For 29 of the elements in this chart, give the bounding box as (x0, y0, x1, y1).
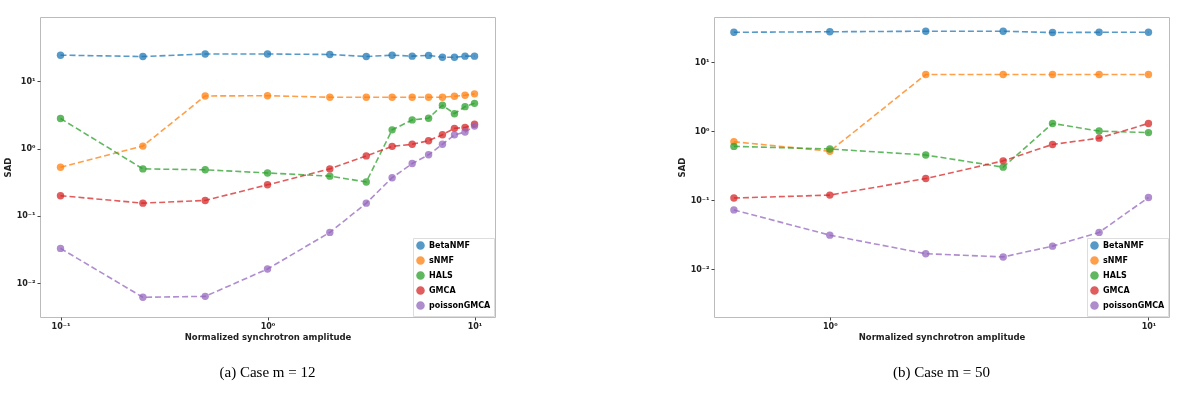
y-tick-label: 10⁰ (20, 144, 36, 154)
legend-label: poissonGMCA (1103, 300, 1166, 310)
y-tick-label: 10⁻² (690, 264, 710, 274)
text: (a) Case m = 12 (219, 363, 316, 381)
text: (b) Case m = 50 (893, 363, 990, 381)
legend-label: HALS (1103, 270, 1127, 280)
x-tick-label: 10⁰ (823, 321, 839, 331)
x-tick-label: 10⁰ (260, 321, 276, 331)
legend-label: GMCA (429, 285, 457, 295)
x-axis-title: Normalized synchrotron amplitude (858, 331, 1026, 342)
y-tick-label: 10¹ (694, 57, 710, 67)
y-tick-label: 10⁻² (16, 278, 36, 288)
y-axis-title: SAD (676, 157, 687, 178)
y-axis-title: SAD (2, 157, 13, 178)
legend-label: sNMF (429, 255, 454, 265)
y-tick-label: 10¹ (20, 76, 36, 86)
x-axis-title: Normalized synchrotron amplitude (184, 331, 352, 342)
legend-label: sNMF (1103, 255, 1128, 265)
x-tick-label: 10⁻¹ (51, 321, 71, 331)
y-tick-label: 10⁻¹ (690, 195, 710, 205)
y-tick-label: 10⁰ (694, 126, 710, 136)
legend-label: BetaNMF (429, 240, 470, 250)
legend-label: GMCA (1103, 285, 1131, 295)
x-tick-label: 10¹ (1141, 321, 1157, 331)
x-tick-label: 10¹ (467, 321, 483, 331)
legend-label: BetaNMF (1103, 240, 1144, 250)
y-tick-label: 10⁻¹ (16, 211, 36, 221)
legend-label: HALS (429, 270, 453, 280)
legend-label: poissonGMCA (429, 300, 492, 310)
